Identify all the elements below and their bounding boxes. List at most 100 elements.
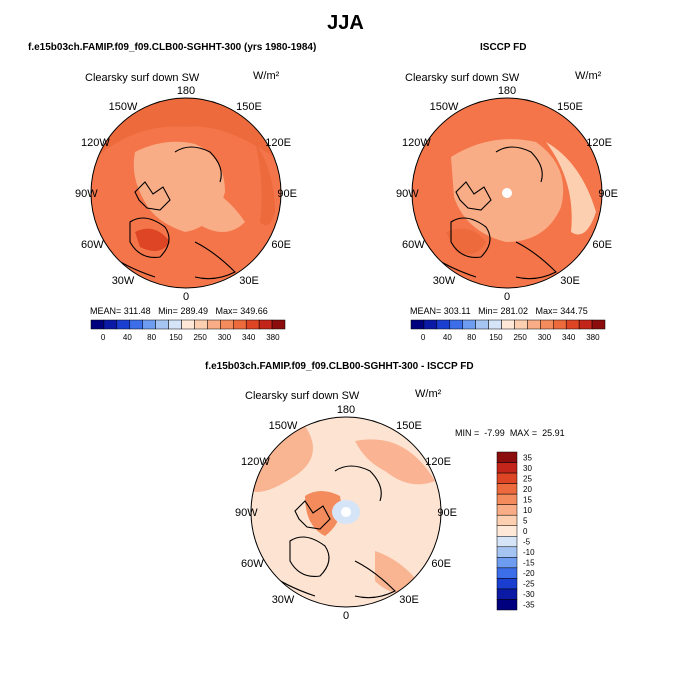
colorbar-tick-label: 250 <box>513 333 527 342</box>
colorbar-tick-label: 80 <box>467 333 476 342</box>
lon-label-150w: 150W <box>430 101 459 113</box>
lon-label-60e: 60E <box>592 239 612 251</box>
colorbar-swatch <box>207 319 221 330</box>
page-title: JJA <box>327 12 364 34</box>
colorbar-swatch <box>496 462 518 474</box>
colorbar-tick-label: 20 <box>523 485 532 494</box>
colorbar-swatch <box>496 599 518 611</box>
lon-label-150e: 150E <box>557 101 583 113</box>
colorbar-swatch <box>142 319 156 330</box>
colorbar-swatch <box>496 567 518 579</box>
lon-label-0: 0 <box>343 610 349 622</box>
colorbar-tick-label: 25 <box>523 474 532 483</box>
colorbar-swatch <box>514 319 528 330</box>
colorbar-tick-label: 340 <box>562 333 576 342</box>
map-boundary <box>250 416 442 608</box>
max-value: 344.75 <box>560 306 588 316</box>
colorbar-swatch <box>436 319 451 330</box>
colorbar-swatch <box>527 319 541 330</box>
lon-label-30e: 30E <box>399 594 419 606</box>
map-region-east-band <box>546 142 596 235</box>
colorbar-swatch <box>578 319 593 330</box>
min-label: Min= <box>158 306 178 316</box>
colorbar-tick-label: 0 <box>421 333 426 342</box>
map-boundary <box>411 97 603 289</box>
colorbar-swatch <box>496 588 518 600</box>
variable-label-model: Clearsky surf down SW <box>85 72 200 84</box>
lon-label-30w: 30W <box>112 275 135 287</box>
colorbar-swatch <box>155 319 169 330</box>
lon-label-150w: 150W <box>269 420 298 432</box>
colorbar-swatch <box>462 319 476 330</box>
lon-label-120w: 120W <box>241 456 270 468</box>
colorbar-tick-label: 340 <box>242 333 256 342</box>
lon-label-0: 0 <box>504 291 510 303</box>
colorbar-swatch <box>496 536 518 548</box>
colorbar-tick-label: -25 <box>523 580 535 589</box>
colorbar-tick-label: -15 <box>523 559 535 568</box>
max-label: MAX = <box>509 428 538 438</box>
polar-map-obs: 180 0 150W 150E 120W 120E 90W 90E 60W 60… <box>396 85 618 303</box>
colorbar-tick-label: 150 <box>169 333 183 342</box>
colorbar-swatch <box>129 319 143 330</box>
colorbar-obs: 0 40 80 150 250 300 340 380 <box>410 319 606 342</box>
map-region-north-band <box>91 98 281 162</box>
lon-label-60e: 60E <box>431 558 451 570</box>
colorbar-tick-label: 35 <box>523 453 532 462</box>
colorbar-swatch <box>565 319 580 330</box>
colorbar-tick-label: 15 <box>523 495 532 504</box>
polar-map-diff: 180 0 150W 150E 120W 120E 90W 90E 60W 60… <box>235 404 457 622</box>
mean-value: 311.48 <box>123 306 151 316</box>
pole-missing-data <box>502 188 512 198</box>
lon-label-0: 0 <box>183 291 189 303</box>
min-value: -7.99 <box>484 428 505 438</box>
colorbar-swatch <box>496 546 518 558</box>
panel-title-model: f.e15b03ch.FAMIP.f09_f09.CLB00-SGHHT-300… <box>28 42 317 53</box>
colorbar-tick-label: 5 <box>523 516 528 525</box>
colorbar-tick-label: 380 <box>586 333 600 342</box>
variable-label-diff: Clearsky surf down SW <box>245 390 360 402</box>
colorbar-swatch <box>181 319 195 330</box>
panel-title-obs: ISCCP FD <box>480 42 527 53</box>
units-label-obs: W/m² <box>575 70 602 82</box>
lon-label-150e: 150E <box>396 420 422 432</box>
lon-label-30e: 30E <box>560 275 580 287</box>
colorbar-swatch <box>168 319 182 330</box>
map-region-greenland <box>135 228 170 251</box>
colorbar-tick-label: 0 <box>101 333 106 342</box>
colorbar-tick-label: 40 <box>443 333 452 342</box>
colorbar-tick-label: 380 <box>266 333 280 342</box>
lon-label-90e: 90E <box>277 188 297 200</box>
lon-label-30e: 30E <box>239 275 259 287</box>
colorbar-swatch <box>553 319 567 330</box>
colorbar-swatch <box>591 319 606 330</box>
colorbar-tick-label: 30 <box>523 464 532 473</box>
colorbar-swatch <box>423 319 438 330</box>
max-label: Max= <box>535 306 558 316</box>
lon-label-150w: 150W <box>109 101 138 113</box>
mean-label: MEAN= <box>410 306 442 316</box>
lon-label-90w: 90W <box>75 188 98 200</box>
colorbar-swatch <box>540 319 554 330</box>
map-region-greenland <box>446 228 486 255</box>
colorbar-swatch <box>194 319 208 330</box>
colorbar-tick-label: -10 <box>523 548 535 557</box>
lon-label-60e: 60E <box>271 239 291 251</box>
colorbar-swatch <box>271 319 286 330</box>
colorbar-swatch <box>220 319 234 330</box>
lon-label-120w: 120W <box>81 137 110 149</box>
colorbar-swatch <box>233 319 247 330</box>
lon-label-120e: 120E <box>265 137 291 149</box>
lon-label-90w: 90W <box>396 188 419 200</box>
map-region-archipelago <box>305 491 341 536</box>
lon-label-30w: 30W <box>272 594 295 606</box>
max-label: Max= <box>215 306 238 316</box>
map-boundary <box>90 97 282 289</box>
colorbar-tick-label: 10 <box>523 506 532 515</box>
lon-label-60w: 60W <box>241 558 264 570</box>
variable-label-obs: Clearsky surf down SW <box>405 72 520 84</box>
lon-label-90e: 90E <box>598 188 618 200</box>
colorbar-swatch <box>496 451 518 463</box>
colorbar-swatch <box>410 319 425 330</box>
lon-label-180: 180 <box>177 85 195 97</box>
